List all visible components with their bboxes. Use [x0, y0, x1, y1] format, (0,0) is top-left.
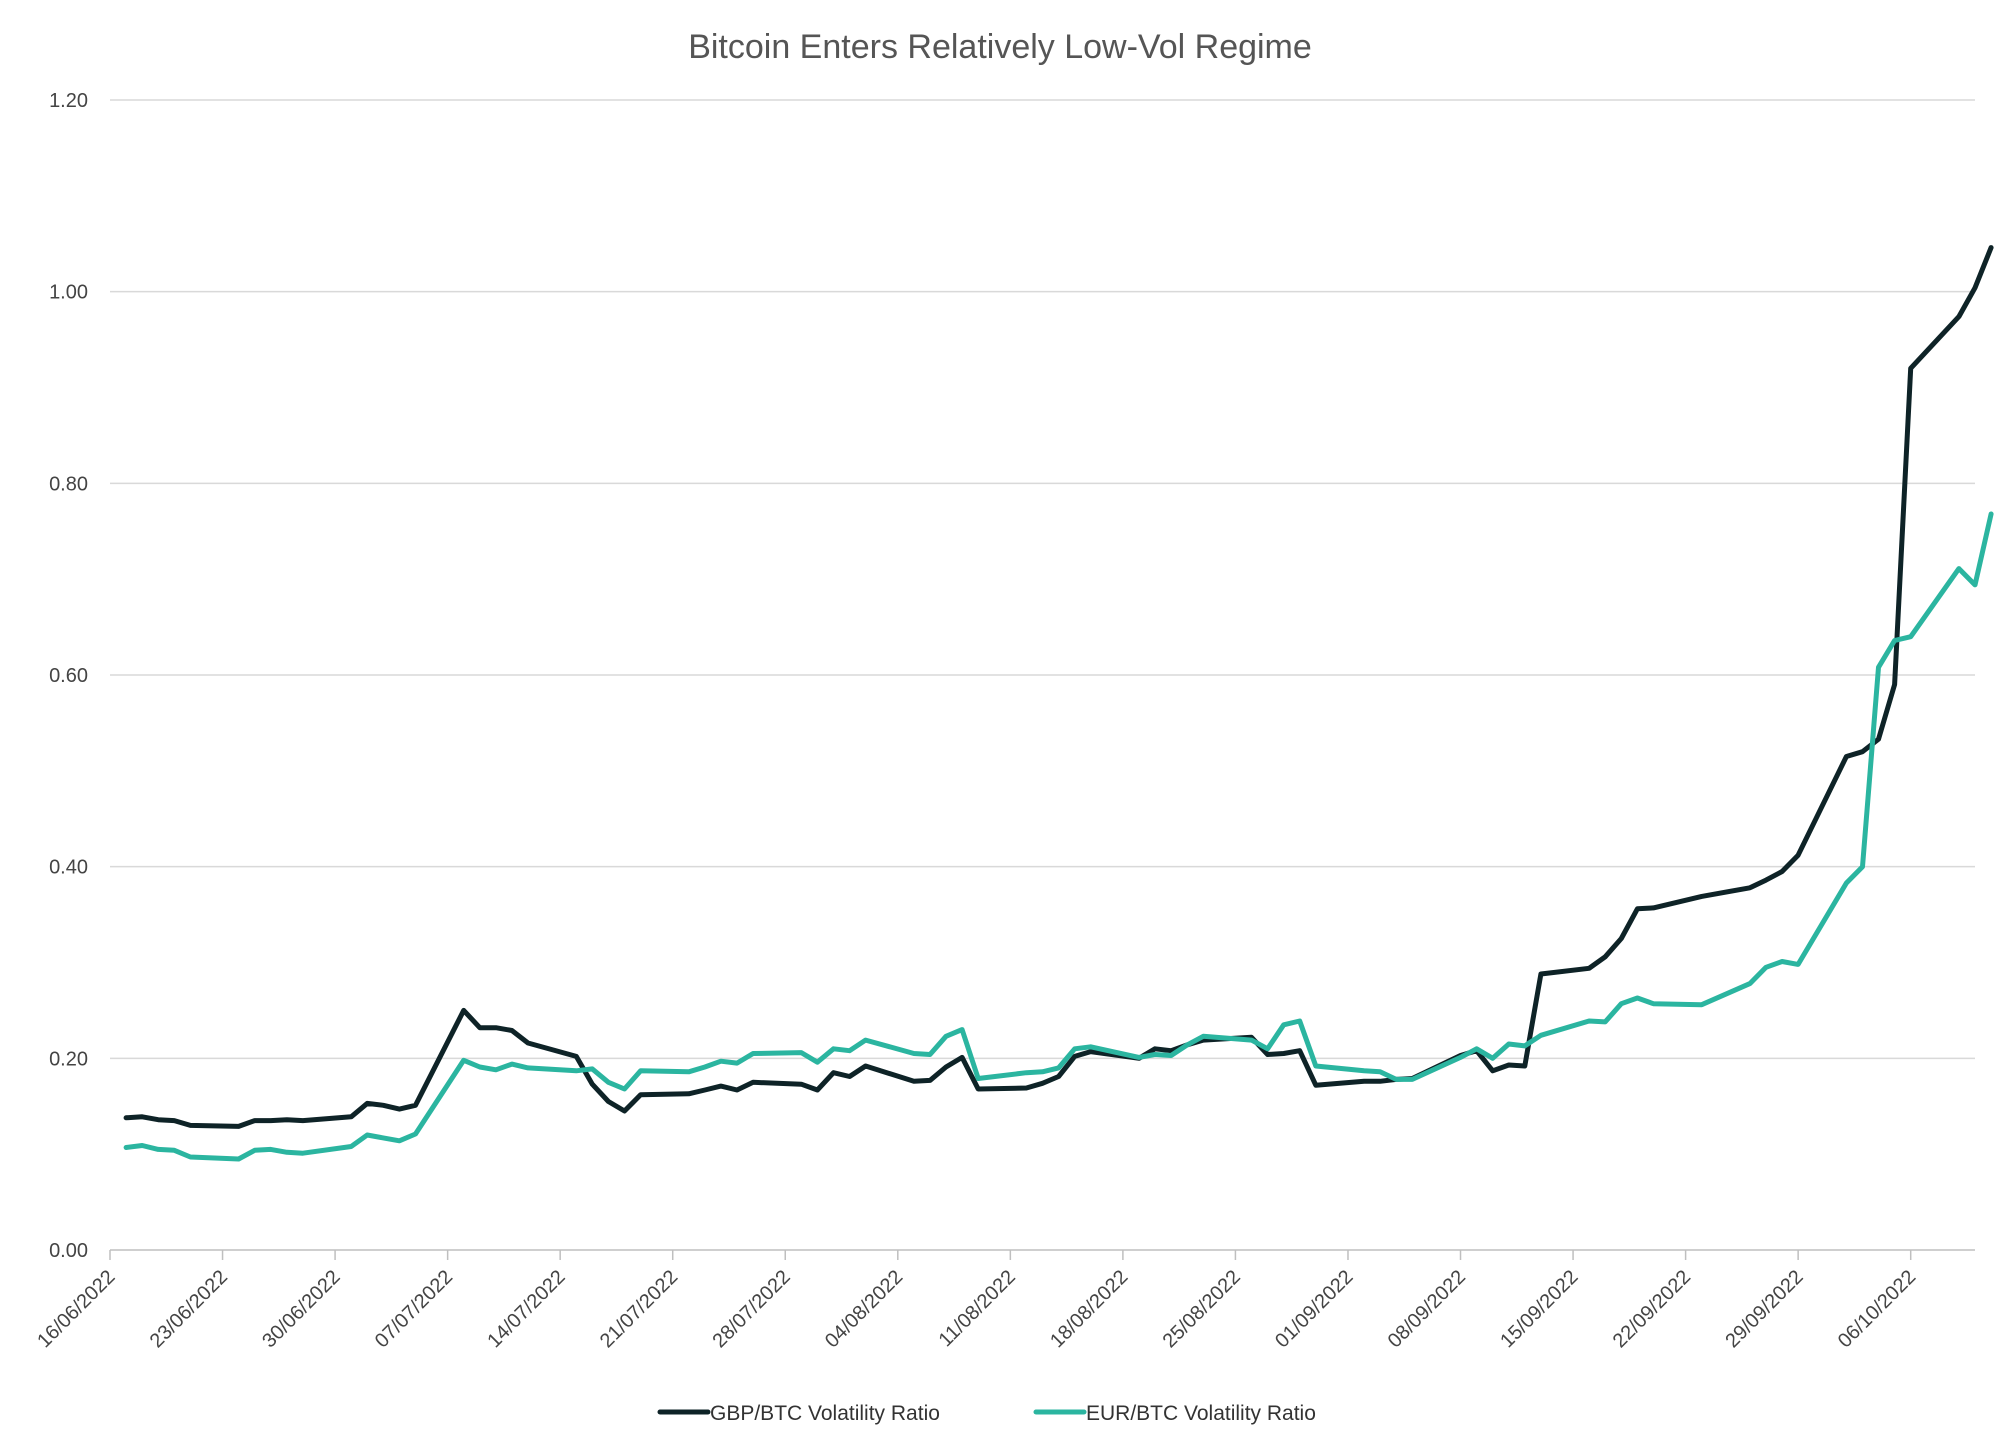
x-tick-label: 28/07/2022 — [708, 1266, 794, 1352]
series-lines — [123, 245, 1994, 1162]
x-tick-label: 01/09/2022 — [1271, 1266, 1357, 1352]
x-tick-label: 14/07/2022 — [483, 1266, 569, 1352]
x-tick-label: 15/09/2022 — [1496, 1266, 1582, 1352]
x-tick-label: 08/09/2022 — [1384, 1266, 1470, 1352]
x-tick-label: 29/09/2022 — [1721, 1266, 1807, 1352]
x-tick-label: 21/07/2022 — [596, 1266, 682, 1352]
y-tick-label: 1.00 — [49, 282, 88, 304]
x-tick-label: 22/09/2022 — [1609, 1266, 1695, 1352]
x-tick-label: 16/06/2022 — [33, 1266, 119, 1352]
x-tick-label: 11/08/2022 — [935, 1266, 1020, 1351]
y-tick-label: 0.00 — [49, 1240, 88, 1262]
x-tick-label: 18/08/2022 — [1046, 1266, 1132, 1352]
y-tick-label: 0.20 — [49, 1048, 88, 1070]
x-tick-label: 04/08/2022 — [821, 1266, 907, 1352]
series-line-eur — [123, 511, 1994, 1162]
y-tick-label: 0.40 — [49, 857, 88, 879]
x-tick-label: 23/06/2022 — [146, 1266, 232, 1352]
chart-title: Bitcoin Enters Relatively Low-Vol Regime — [688, 28, 1312, 66]
x-tick-label: 30/06/2022 — [258, 1266, 344, 1352]
legend-label-eur: EUR/BTC Volatility Ratio — [1086, 1402, 1316, 1425]
series-line-gbp — [123, 245, 1994, 1129]
x-axis-ticks: 16/06/2022 23/06/2022 30/06/2022 07/07/2022… — [33, 1250, 1920, 1352]
y-tick-label: 0.80 — [49, 473, 88, 495]
y-tick-label: 0.60 — [49, 665, 88, 687]
y-axis-ticks: 0.00 0.20 0.40 0.60 0.80 1.00 1.20 — [49, 90, 88, 1262]
x-tick-label: 06/10/2022 — [1834, 1266, 1920, 1352]
legend-item-gbp[interactable]: GBP/BTC Volatility Ratio — [657, 1402, 940, 1425]
y-tick-label: 1.20 — [49, 90, 88, 112]
legend: GBP/BTC Volatility Ratio EUR/BTC Volatil… — [657, 1402, 1316, 1425]
legend-label-gbp: GBP/BTC Volatility Ratio — [710, 1402, 940, 1425]
x-tick-label: 25/08/2022 — [1159, 1266, 1245, 1352]
gridlines — [110, 99, 1975, 1060]
legend-item-eur[interactable]: EUR/BTC Volatility Ratio — [1033, 1402, 1316, 1425]
x-tick-label: 07/07/2022 — [371, 1266, 457, 1352]
